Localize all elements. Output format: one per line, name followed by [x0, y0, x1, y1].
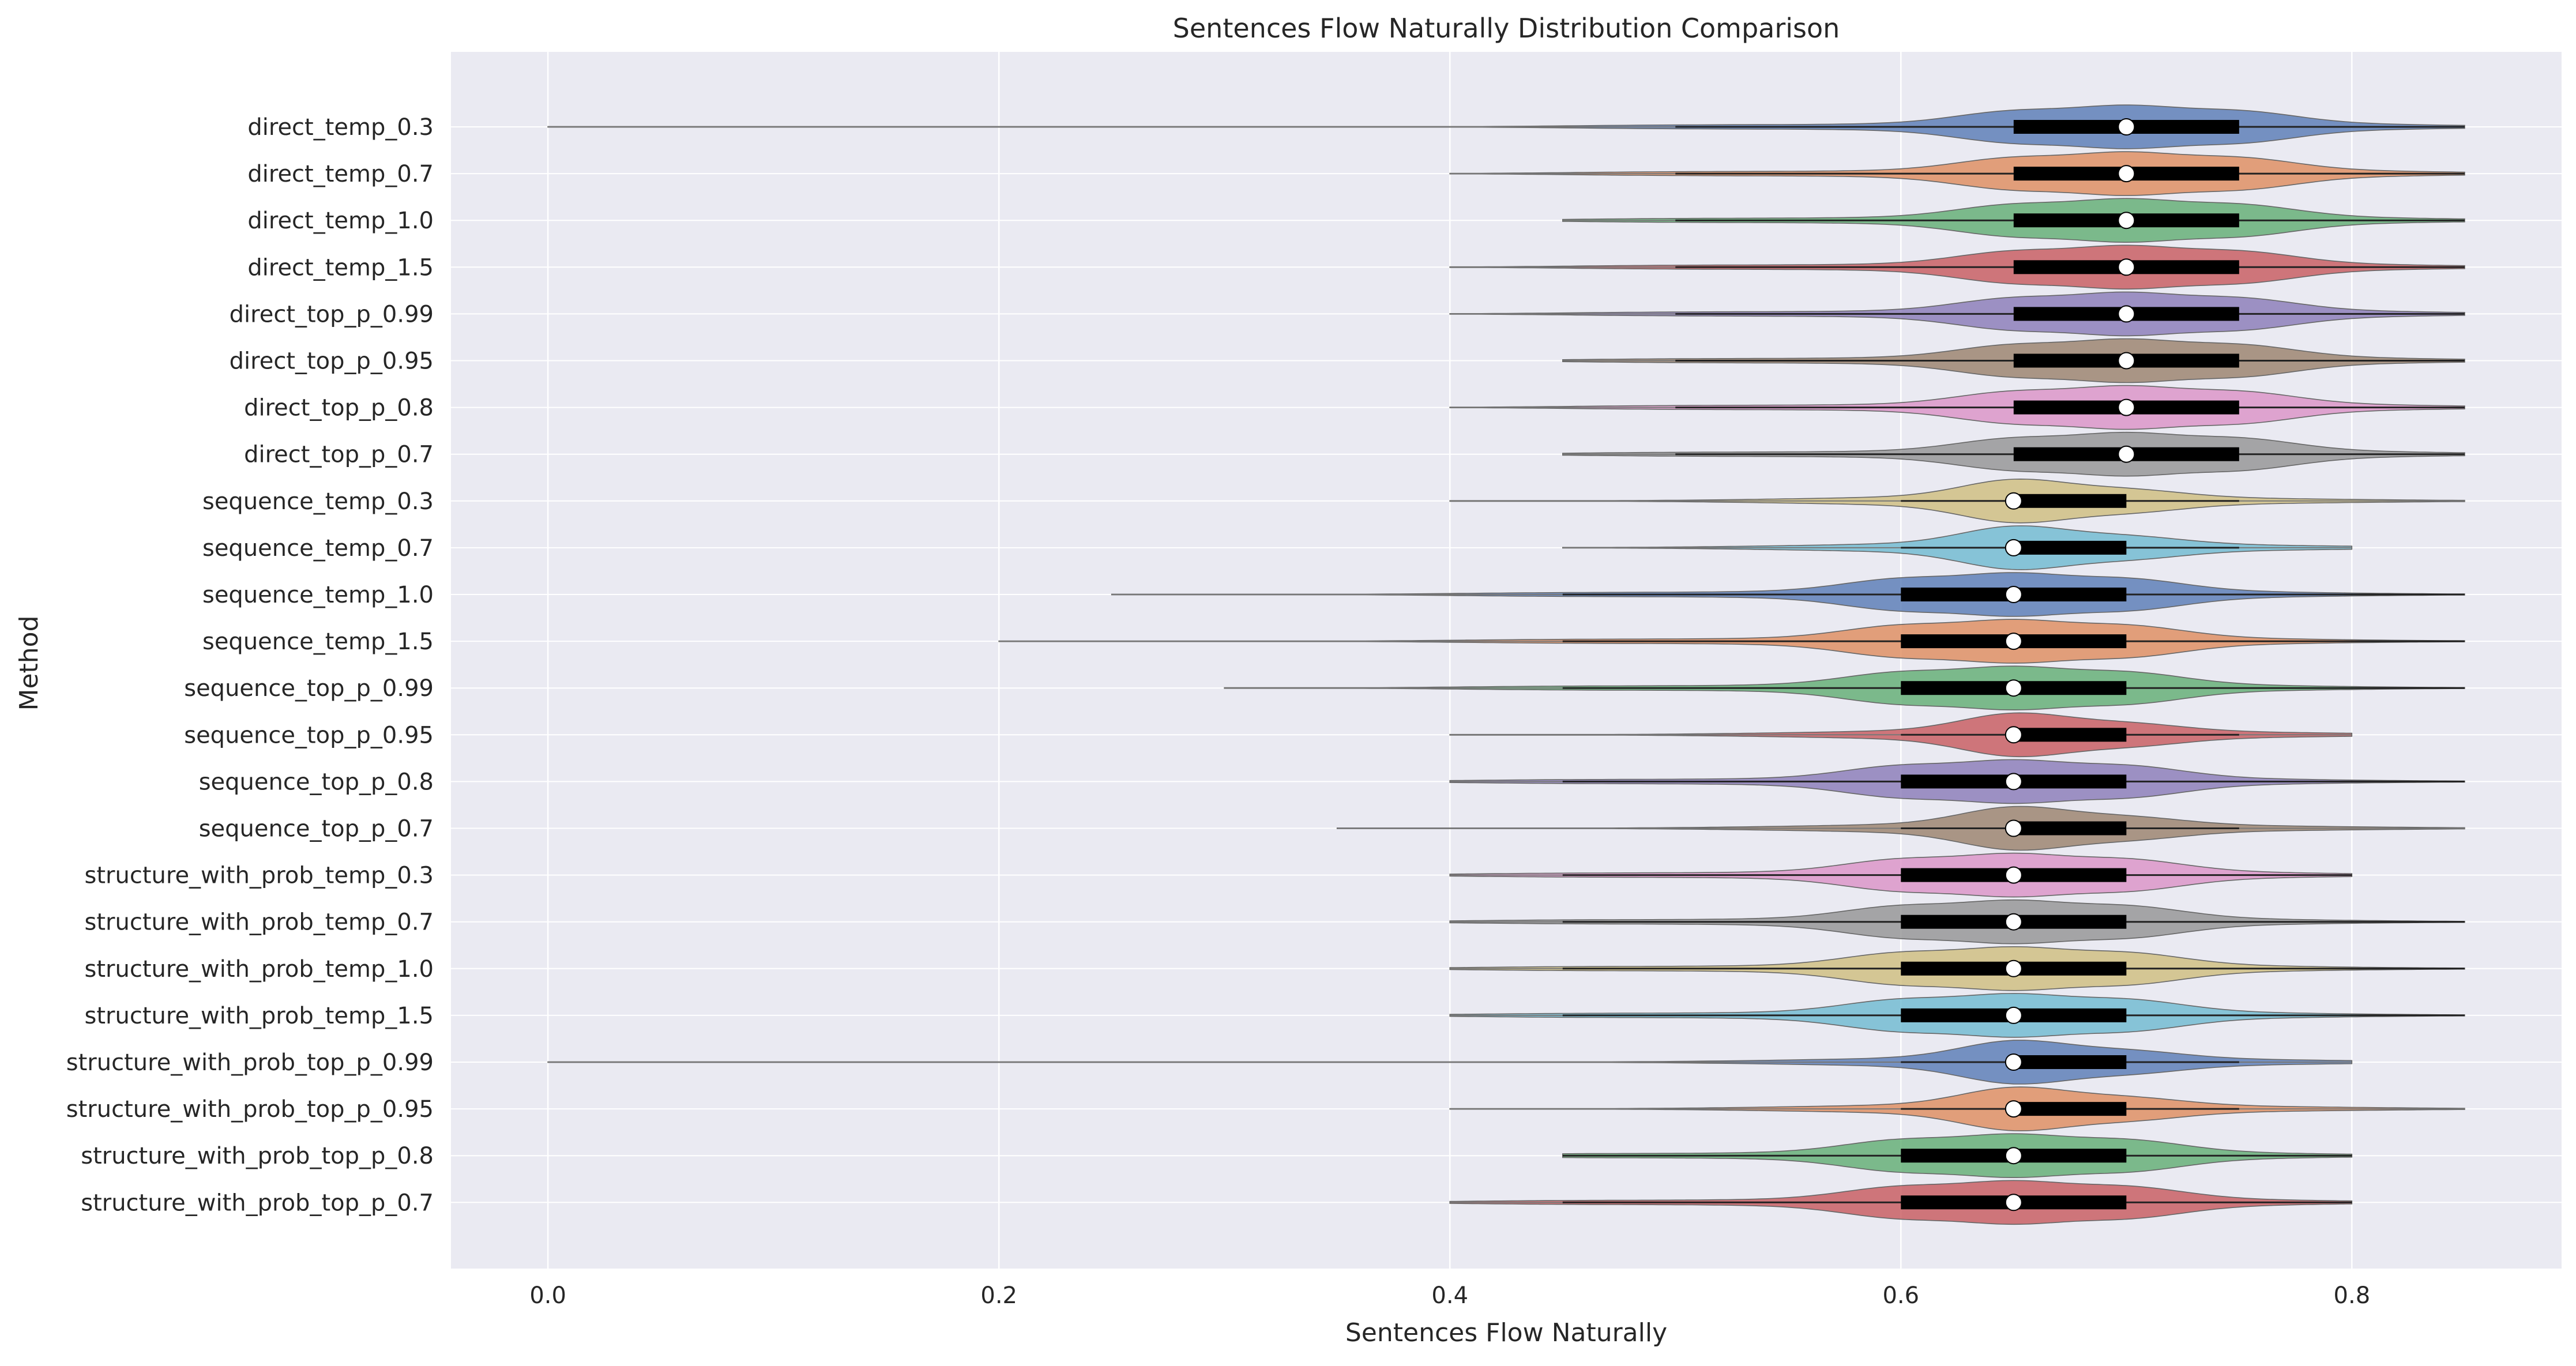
violin-direct_temp_1.0: [1562, 198, 2465, 243]
y-tick-label: sequence_top_p_0.95: [184, 722, 434, 748]
median-marker: [2005, 1147, 2022, 1165]
violin-direct_temp_0.7: [1449, 151, 2465, 196]
violin-structure_with_prob_temp_1.0: [1449, 946, 2465, 991]
y-tick-label: sequence_top_p_0.99: [184, 675, 434, 702]
violin-sequence_top_p_0.95: [1449, 712, 2353, 758]
violins: [547, 104, 2465, 1225]
median-marker: [2005, 819, 2022, 837]
violin-sequence_top_p_0.99: [1224, 665, 2465, 711]
median-marker: [2118, 398, 2135, 416]
iqr-box: [2013, 821, 2127, 836]
y-tick-label: sequence_temp_0.3: [202, 488, 434, 515]
iqr-box: [2013, 494, 2127, 508]
chart-title: Sentences Flow Naturally Distribution Co…: [1173, 13, 1840, 44]
y-tick-label: direct_top_p_0.8: [244, 395, 434, 422]
median-marker: [2005, 1006, 2022, 1024]
violin-direct_top_p_0.95: [1562, 338, 2465, 383]
y-tick-label: direct_temp_1.0: [247, 208, 434, 234]
y-tick-label: structure_with_prob_top_p_0.8: [81, 1143, 434, 1169]
violin-sequence_temp_1.5: [998, 619, 2465, 664]
y-tick-label: structure_with_prob_temp_1.0: [85, 956, 434, 983]
violin-structure_with_prob_top_p_0.8: [1562, 1133, 2353, 1178]
x-axis-label: Sentences Flow Naturally: [1345, 1318, 1667, 1348]
x-tick-label: 0.6: [1882, 1282, 1919, 1309]
y-tick-label: direct_top_p_0.95: [230, 348, 434, 375]
median-marker: [2005, 913, 2022, 931]
violin-structure_with_prob_top_p_0.95: [1449, 1086, 2465, 1131]
violin-structure_with_prob_temp_0.3: [1449, 852, 2353, 898]
iqr-box: [2013, 1055, 2127, 1069]
median-marker: [2118, 118, 2135, 136]
median-marker: [2005, 539, 2022, 556]
violin-sequence_top_p_0.7: [1336, 806, 2465, 851]
median-marker: [2005, 866, 2022, 884]
median-marker: [2118, 445, 2135, 463]
y-tick-label: structure_with_prob_temp_0.7: [85, 909, 434, 936]
violin-sequence_top_p_0.8: [1449, 759, 2465, 804]
median-marker: [2118, 258, 2135, 276]
median-marker: [2005, 959, 2022, 977]
y-tick-label: sequence_top_p_0.7: [199, 816, 434, 842]
y-tick-label: direct_top_p_0.7: [244, 442, 434, 468]
violin-structure_with_prob_top_p_0.7: [1449, 1180, 2353, 1225]
y-tick-label: sequence_temp_0.7: [202, 535, 434, 562]
median-marker: [2118, 305, 2135, 323]
median-marker: [2005, 726, 2022, 744]
violin-structure_with_prob_temp_1.5: [1449, 993, 2465, 1038]
y-tick-label: sequence_temp_1.0: [202, 582, 434, 608]
median-marker: [2005, 1053, 2022, 1071]
violin-direct_top_p_0.99: [1449, 291, 2465, 337]
violin-sequence_temp_1.0: [1111, 572, 2465, 617]
median-marker: [2118, 352, 2135, 370]
y-tick-label: direct_temp_0.3: [247, 114, 434, 141]
y-tick-label: structure_with_prob_temp_0.3: [85, 863, 434, 889]
y-tick-label: direct_temp_0.7: [247, 161, 434, 187]
y-axis-label: Method: [14, 615, 44, 710]
violin-sequence_temp_0.3: [1449, 478, 2465, 524]
median-marker: [2005, 492, 2022, 510]
x-tick-label: 0.2: [980, 1282, 1017, 1309]
y-tick-label: sequence_top_p_0.8: [199, 769, 434, 795]
median-marker: [2005, 633, 2022, 650]
y-tick-label: direct_top_p_0.99: [230, 301, 434, 328]
median-marker: [2118, 212, 2135, 229]
x-tick-label: 0.0: [529, 1282, 566, 1309]
iqr-box: [2013, 1102, 2127, 1116]
iqr-box: [2013, 540, 2127, 555]
x-tick-label: 0.8: [2334, 1282, 2371, 1309]
x-tick-labels: 0.0 0.2 0.4 0.6 0.8: [529, 1282, 2370, 1309]
y-tick-label: structure_with_prob_top_p_0.95: [66, 1096, 434, 1123]
y-tick-label: structure_with_prob_top_p_0.99: [66, 1049, 434, 1076]
violin-direct_top_p_0.8: [1449, 385, 2465, 430]
violin-structure_with_prob_top_p_0.99: [547, 1040, 2353, 1085]
median-marker: [2005, 773, 2022, 791]
y-tick-label: sequence_temp_1.5: [202, 629, 434, 655]
violin-structure_with_prob_temp_0.7: [1449, 899, 2465, 944]
median-marker: [2005, 586, 2022, 603]
median-marker: [2005, 1194, 2022, 1211]
y-tick-label: structure_with_prob_top_p_0.7: [81, 1190, 434, 1216]
y-tick-labels: direct_temp_0.3 direct_temp_0.7 direct_tem…: [66, 114, 434, 1216]
y-tick-label: direct_temp_1.5: [247, 254, 434, 281]
x-tick-label: 0.4: [1431, 1282, 1468, 1309]
violin-sequence_temp_0.7: [1562, 525, 2353, 570]
median-marker: [2005, 679, 2022, 697]
y-tick-label: structure_with_prob_temp_1.5: [85, 1003, 434, 1029]
median-marker: [2005, 1100, 2022, 1118]
violin-direct_temp_0.3: [547, 104, 2465, 149]
violin-direct_top_p_0.7: [1562, 431, 2465, 477]
violin-direct_temp_1.5: [1449, 244, 2465, 290]
median-marker: [2118, 165, 2135, 183]
iqr-box: [2013, 728, 2127, 742]
